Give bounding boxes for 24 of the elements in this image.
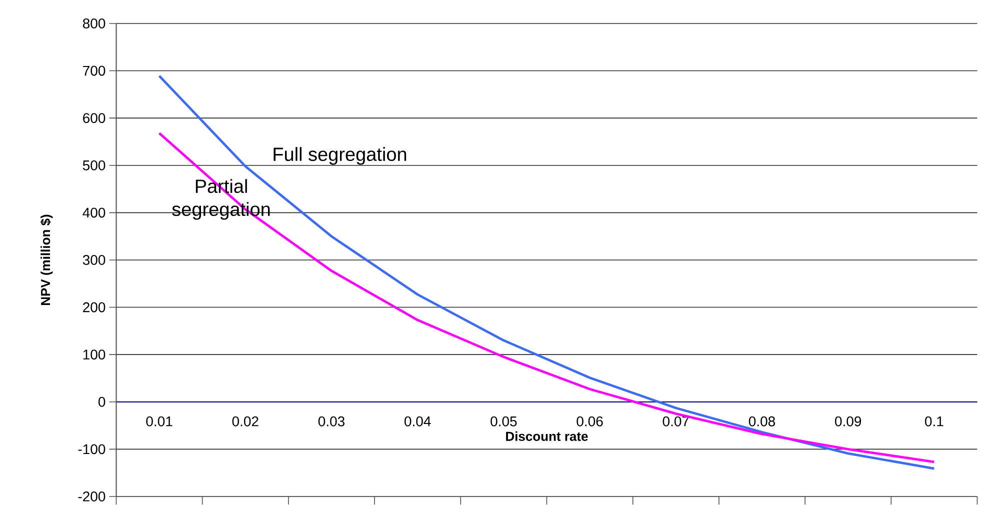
y-tick-label: -100 <box>78 444 106 454</box>
y-tick-label: 400 <box>82 208 106 218</box>
y-tick-label: 800 <box>82 18 106 28</box>
x-axis-title: Discount rate <box>506 431 588 441</box>
series-label: Full segregation <box>274 147 406 165</box>
y-tick-label: 500 <box>82 160 106 170</box>
y-tick-label: -200 <box>78 492 106 502</box>
x-tick-label: 0.08 <box>748 416 775 426</box>
y-tick-label: 700 <box>83 66 106 76</box>
x-tick-label: 0.03 <box>318 416 344 426</box>
x-tick-label: 0.05 <box>490 416 517 426</box>
x-tick-label: 0.1 <box>924 416 944 426</box>
x-tick-label: 0.07 <box>662 416 689 426</box>
x-tick-label: 0.06 <box>576 416 603 426</box>
y-tick-label: 0 <box>98 396 106 407</box>
y-tick-label: 300 <box>82 255 106 265</box>
y-tick-label: 200 <box>83 302 106 312</box>
x-tick-label: 0.01 <box>146 416 172 426</box>
y-tick-label: 100 <box>83 350 106 360</box>
y-axis-title: NPV (million $) <box>40 214 53 305</box>
x-tick-label: 0.09 <box>835 416 862 426</box>
x-tick-label: 0.02 <box>232 416 258 426</box>
y-tick-label: 600 <box>83 113 106 124</box>
x-tick-label: 0.04 <box>404 416 431 426</box>
